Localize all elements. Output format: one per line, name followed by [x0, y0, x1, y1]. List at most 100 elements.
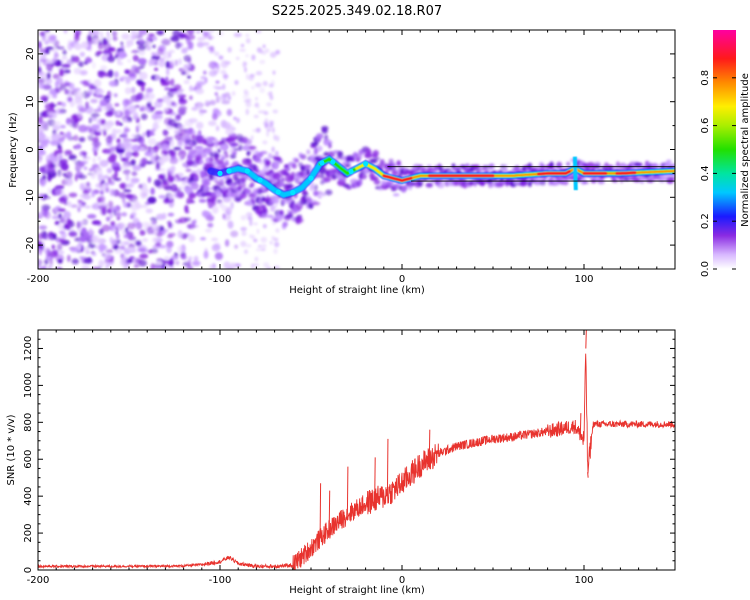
spectrogram-noise-blob	[45, 46, 54, 50]
spectrogram-noise-blob	[94, 128, 104, 133]
spectrogram-noise-blob	[212, 206, 219, 214]
spectrogram-energy-blob	[290, 171, 296, 178]
spectrogram-noise-blob	[59, 68, 65, 77]
spectrogram-noise-blob	[239, 48, 246, 52]
spectrogram-noise-blob	[70, 204, 78, 208]
spectrogram-noise-blob	[52, 120, 62, 126]
spectrogram-noise-blob	[114, 170, 118, 179]
spectrogram-noise-blob	[75, 162, 84, 171]
spectrogram-noise-blob	[103, 39, 109, 45]
spectrogram-noise-blob	[73, 67, 82, 75]
spectrogram-noise-blob	[275, 228, 279, 233]
spectrogram-noise-blob	[44, 103, 54, 111]
spectrogram-energy-blob	[436, 181, 445, 189]
spectrogram-noise-blob	[255, 97, 258, 101]
spectrogram-noise-blob	[251, 85, 255, 90]
spectrogram-noise-blob	[91, 124, 100, 130]
spectrogram-noise-blob	[221, 100, 231, 105]
spectrogram-noise-blob	[88, 168, 94, 172]
spectrogram-energy-blob	[282, 221, 288, 228]
spectrogram-noise-blob	[90, 112, 100, 118]
spectrogram-noise-blob	[78, 107, 87, 113]
spectrogram-energy-blob	[291, 163, 297, 169]
spectrogram-energy-blob	[252, 164, 257, 172]
y-tick-label: 1200	[23, 336, 34, 361]
spectrogram-noise-blob	[155, 161, 161, 170]
spectrogram-noise-blob	[141, 221, 151, 227]
spectrogram-noise-blob	[125, 183, 134, 188]
spectrogram-energy-blob	[248, 145, 257, 150]
spectrogram-energy-blob	[206, 137, 214, 144]
spectrogram-noise-blob	[175, 41, 181, 50]
spectrogram-noise-blob	[86, 38, 96, 45]
spectrogram-energy-blob	[669, 176, 675, 181]
spectrogram-noise-blob	[222, 121, 231, 129]
snr-x-label: Height of straight line (km)	[289, 585, 425, 596]
spectrogram-energy-blob	[316, 174, 321, 178]
spectrogram-energy-blob	[199, 159, 204, 164]
spectrogram-energy-blob	[527, 180, 533, 187]
spectrogram-noise-blob	[43, 85, 52, 89]
spectrogram-energy-blob	[220, 154, 226, 160]
spectrogram-noise-blob	[230, 230, 239, 238]
spectrogram-noise-blob	[255, 71, 263, 76]
spectrogram-energy-blob	[185, 168, 192, 172]
spectrogram-noise-blob	[222, 196, 232, 203]
spectrogram-energy-blob	[262, 165, 270, 172]
spectrogram-energy-blob	[271, 198, 279, 204]
spectrogram-noise-blob	[78, 124, 88, 133]
spectrogram-noise-blob	[76, 143, 82, 149]
spectrogram-noise-blob	[105, 148, 116, 155]
spectrogram-noise-blob	[262, 224, 267, 229]
spectrogram-energy-blob	[486, 169, 493, 173]
spectrogram-noise-blob	[187, 75, 191, 79]
spectrogram-energy-blob	[209, 156, 214, 163]
spectrogram-noise-blob	[44, 30, 50, 33]
spectrogram-noise-blob	[98, 89, 105, 94]
spectrogram-noise-blob	[187, 258, 192, 267]
spectrogram-noise-blob	[97, 70, 107, 76]
spectrogram-noise-blob	[132, 55, 139, 62]
spectrogram-noise-blob	[57, 101, 63, 106]
spectrogram-noise-blob	[161, 178, 167, 183]
y-tick-label: 400	[23, 487, 34, 506]
spectrogram-noise-blob	[193, 255, 199, 262]
spectrogram-noise-blob	[151, 55, 160, 60]
spectrogram-noise-blob	[271, 146, 275, 153]
spectrogram-noise-blob	[66, 131, 72, 140]
spectrogram-noise-blob	[90, 172, 96, 180]
colorbar-gradient	[713, 30, 736, 269]
spectrogram-noise-blob	[186, 265, 194, 269]
spectrogram-noise-blob	[178, 58, 182, 65]
spectrogram-energy-blob	[184, 135, 190, 140]
spectrogram-noise-blob	[168, 232, 176, 237]
spectrogram-noise-blob	[162, 129, 169, 136]
spectrogram-noise-blob	[273, 248, 278, 255]
spectrogram-noise-blob	[105, 110, 114, 117]
spectrogram-noise-blob	[46, 59, 55, 64]
colorbar-tick-label: 0.2	[700, 213, 711, 229]
spectrogram-noise-blob	[146, 45, 152, 51]
spectrogram-noise-blob	[135, 258, 143, 264]
spectrogram-noise-blob	[174, 177, 179, 183]
y-tick-label: -10	[25, 189, 36, 205]
spectrogram-noise-blob	[124, 87, 132, 95]
spectrogram-noise-blob	[130, 203, 139, 211]
spectrogram-energy-blob	[306, 149, 311, 155]
spectrogram-noise-blob	[38, 157, 42, 164]
spectrogram-noise-blob	[186, 30, 195, 35]
spectrogram-noise-blob	[177, 172, 184, 178]
spectrogram-noise-blob	[174, 129, 180, 134]
spectrogram-noise-blob	[110, 221, 116, 227]
spectrogram-noise-blob	[183, 79, 190, 85]
spectrogram-noise-blob	[150, 217, 158, 222]
spectrogram-noise-blob	[84, 166, 88, 170]
spectrogram-noise-blob	[58, 196, 67, 204]
spectrogram-noise-blob	[272, 127, 275, 134]
spectrogram-energy-blob	[277, 158, 283, 164]
spectrogram-noise-blob	[64, 88, 69, 95]
spectrogram-noise-blob	[138, 123, 142, 130]
spectrogram-noise-blob	[103, 174, 109, 180]
spectrogram-noise-blob	[39, 53, 45, 61]
